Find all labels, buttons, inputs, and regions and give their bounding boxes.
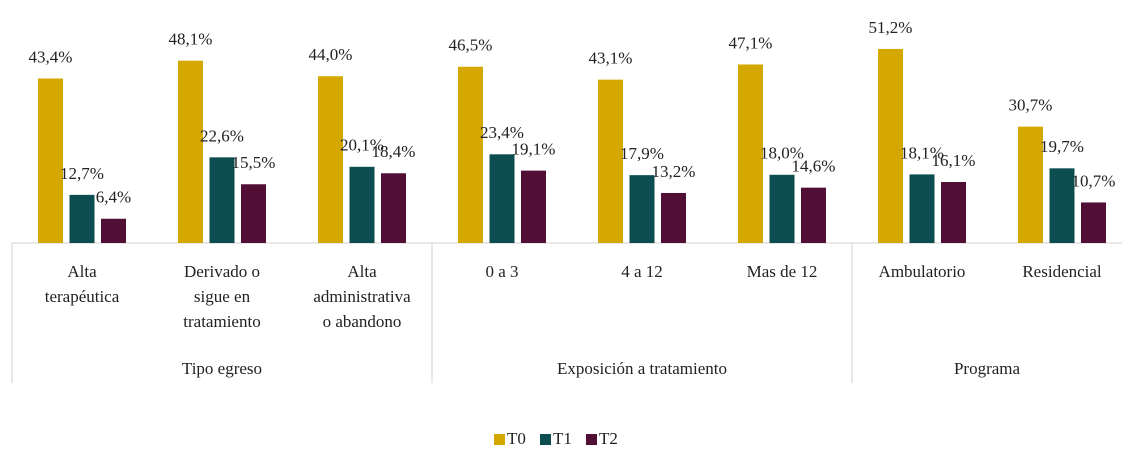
bar: [489, 154, 515, 243]
data-label: 30,7%: [1009, 96, 1053, 115]
legend-label: T1: [553, 429, 572, 448]
bar: [318, 76, 343, 244]
x-tick-label: sigue en: [194, 287, 251, 306]
data-label: 12,7%: [60, 164, 104, 183]
bar: [598, 79, 623, 243]
bar: [878, 48, 903, 244]
x-tick-label: 0 a 3: [485, 262, 518, 281]
data-label: 14,6%: [792, 157, 836, 176]
bar: [661, 192, 686, 243]
group-label: Exposición a tratamiento: [557, 359, 727, 378]
data-label: 10,7%: [1072, 171, 1116, 190]
legend-label: T0: [507, 429, 526, 448]
legend-swatch: [586, 434, 597, 445]
x-tick-label: Alta: [347, 262, 377, 281]
data-label: 44,0%: [309, 45, 353, 64]
x-tick-label: Alta: [67, 262, 97, 281]
bar: [178, 60, 203, 243]
data-label: 6,4%: [96, 188, 131, 207]
x-tick-label: Ambulatorio: [879, 262, 966, 281]
bar: [458, 66, 483, 243]
legend-swatch: [540, 434, 551, 445]
x-tick-label: 4 a 12: [621, 262, 663, 281]
bar: [1018, 126, 1043, 243]
legend-swatch: [494, 434, 505, 445]
group-label: Programa: [954, 359, 1021, 378]
group-label: Tipo egreso: [182, 359, 262, 378]
bar: [69, 194, 95, 243]
bar: [209, 157, 235, 243]
data-label: 19,1%: [512, 140, 556, 159]
bar: [909, 174, 935, 243]
data-label: 48,1%: [169, 30, 213, 49]
x-tick-label: Mas de 12: [747, 262, 818, 281]
bar: [521, 170, 546, 243]
legend-label: T2: [599, 429, 618, 448]
data-label: 22,6%: [200, 126, 244, 145]
data-label: 15,5%: [232, 153, 276, 172]
bar: [38, 78, 63, 243]
data-label: 16,1%: [932, 151, 976, 170]
data-label: 19,7%: [1040, 137, 1084, 156]
data-label: 13,2%: [652, 162, 696, 181]
bar: [769, 174, 795, 243]
data-label: 17,9%: [620, 144, 664, 163]
bar: [1081, 202, 1106, 243]
data-label: 46,5%: [449, 36, 493, 55]
bar: [738, 64, 763, 243]
data-label: 23,4%: [480, 123, 524, 142]
bar: [1049, 168, 1075, 243]
data-label: 43,4%: [29, 47, 73, 66]
bar: [941, 181, 966, 243]
data-label: 51,2%: [869, 18, 913, 37]
data-label: 18,0%: [760, 144, 804, 163]
bar: [801, 187, 826, 243]
data-label: 18,4%: [372, 142, 416, 161]
data-label: 20,1%: [340, 136, 384, 155]
data-label: 18,1%: [900, 143, 944, 162]
x-tick-label: administrativa: [313, 287, 411, 306]
bar: [629, 175, 655, 243]
x-tick-label: o abandono: [323, 312, 402, 331]
x-tick-label: Residencial: [1022, 262, 1102, 281]
bar: [101, 218, 126, 243]
bar: [349, 166, 375, 243]
data-label: 43,1%: [589, 49, 633, 68]
x-tick-label: tratamiento: [183, 312, 260, 331]
x-tick-label: terapéutica: [45, 287, 120, 306]
data-label: 47,1%: [729, 33, 773, 52]
x-tick-label: Derivado o: [184, 262, 260, 281]
bar: [241, 184, 266, 243]
bar: [381, 173, 406, 243]
